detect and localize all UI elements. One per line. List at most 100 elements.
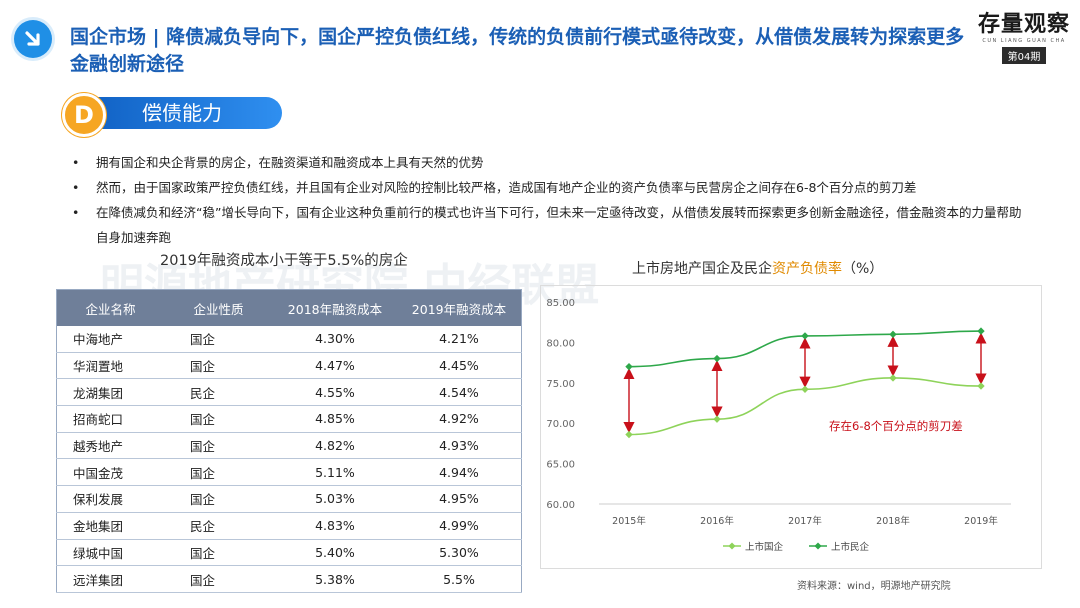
- data-point: [625, 362, 633, 371]
- table-cell: 4.92%: [396, 405, 522, 433]
- data-point: [713, 415, 721, 423]
- section-letter: D: [62, 93, 106, 137]
- table-row: 龙湖集团 民企 4.55% 4.54%: [56, 378, 522, 407]
- table-cell: 4.85%: [273, 405, 397, 433]
- table-cell: 4.21%: [396, 326, 522, 353]
- data-point: [713, 354, 721, 363]
- table-cell: 金地集团: [56, 512, 164, 540]
- gap-annotation: 存在6-8个百分点的剪刀差: [829, 419, 963, 433]
- data-point: [889, 374, 897, 382]
- y-tick-label: 60.00: [546, 500, 575, 511]
- table-cell: 5.11%: [273, 458, 397, 487]
- legend-label: 上市国企: [745, 541, 784, 553]
- table-cell: 越秀地产: [56, 432, 164, 460]
- table-cell: 5.5%: [396, 565, 522, 593]
- column-header: 企业名称: [56, 289, 164, 326]
- chart-frame: 60.00 65.00 70.00 75.00 80.00 85.00 2015年 2016年…: [540, 285, 1042, 569]
- brand-logo: 存量观察 CUN LIANG GUAN CHA 第04期: [974, 12, 1074, 64]
- table-cell: 国企: [164, 458, 273, 487]
- table-cell: 4.47%: [273, 352, 397, 380]
- column-header: 企业性质: [164, 289, 273, 326]
- data-point: [977, 382, 985, 390]
- chart-title-highlight: 资产负债率: [772, 261, 842, 277]
- y-tick-label: 65.00: [546, 460, 575, 471]
- table-cell: 4.94%: [396, 458, 522, 487]
- table-row: 远洋集团 国企 5.38% 5.5%: [56, 565, 522, 593]
- table-cell: 国企: [164, 485, 273, 513]
- y-tick-label: 80.00: [546, 338, 575, 349]
- y-tick-label: 70.00: [546, 419, 575, 430]
- issue-badge: 第04期: [1001, 47, 1047, 64]
- debt-ratio-chart: 60.00 65.00 70.00 75.00 80.00 85.00 2015年 2016年…: [546, 298, 1011, 553]
- table-cell: 5.30%: [396, 539, 522, 567]
- section-label: 偿债能力: [142, 101, 222, 125]
- table-cell: 国企: [164, 432, 273, 460]
- brand-name: 存量观察: [977, 12, 1070, 37]
- arrow-down-right-icon: [14, 20, 52, 58]
- table-cell: 4.30%: [273, 326, 397, 353]
- table-cell: 4.54%: [396, 378, 522, 407]
- legend-swatch-marker: [814, 542, 822, 550]
- table-row: 中海地产 国企 4.30% 4.21%: [56, 326, 522, 353]
- section-tag: D 偿债能力: [62, 93, 282, 137]
- source-note: 资料来源：wind，明源地产研究院: [797, 581, 951, 592]
- table-title: 2019年融资成本小于等于5.5%的房企: [160, 253, 408, 269]
- table-row: 绿城中国 国企 5.40% 5.30%: [56, 539, 522, 567]
- column-header: 2018年融资成本: [273, 289, 397, 326]
- table-cell: 国企: [164, 565, 273, 593]
- table-cell: 中海地产: [56, 326, 164, 353]
- table-cell: 华润置地: [56, 352, 164, 380]
- x-tick-label: 2016年: [700, 515, 734, 527]
- table-cell: 4.45%: [396, 352, 522, 380]
- table-cell: 国企: [164, 326, 273, 353]
- bullet-item: 拥有国企和央企背景的房企，在融资渠道和融资成本上具有天然的优势: [70, 150, 1030, 175]
- table-cell: 招商蛇口: [56, 405, 164, 433]
- table-cell: 国企: [164, 405, 273, 433]
- table-cell: 5.38%: [273, 565, 397, 593]
- financing-cost-table: 企业名称 企业性质 2018年融资成本 2019年融资成本 中海地产 国企 4.30…: [56, 289, 522, 593]
- data-point: [977, 327, 985, 335]
- table-cell: 4.82%: [273, 432, 397, 460]
- bullet-list: 拥有国企和央企背景的房企，在融资渠道和融资成本上具有天然的优势 然而，由于国家政…: [70, 150, 1030, 250]
- section-bar: [80, 97, 282, 129]
- table-row: 越秀地产 国企 4.82% 4.93%: [56, 432, 522, 460]
- brand-subtitle: CUN LIANG GUAN CHA: [982, 38, 1066, 44]
- table-cell: 远洋集团: [56, 565, 164, 593]
- column-header: 2019年融资成本: [396, 289, 522, 326]
- x-tick-label: 2018年: [876, 515, 910, 527]
- table-cell: 中国金茂: [56, 458, 164, 487]
- table-cell: 4.83%: [273, 512, 397, 540]
- data-point: [889, 330, 897, 338]
- table-cell: 5.40%: [273, 539, 397, 567]
- table-cell: 4.93%: [396, 432, 522, 460]
- table-cell: 国企: [164, 352, 273, 380]
- bullet-item: 在降债减负和经济“稳”增长导向下，国有企业这种负重前行的模式也许当下可行，但未来…: [70, 200, 1030, 250]
- chart-title-prefix: 上市房地产国企及民企: [632, 261, 772, 277]
- table-row: 保利发展 国企 5.03% 4.95%: [56, 485, 522, 513]
- page-title: 国企市场 | 降债减负导向下，国企严控负债红线，传统的负债前行模式亟待改变，从借…: [70, 26, 965, 75]
- legend-swatch-marker: [728, 542, 736, 550]
- chart-title: 上市房地产国企及民企资产负债率（%）: [632, 258, 883, 278]
- table-row: 中国金茂 国企 5.11% 4.94%: [56, 458, 522, 487]
- x-tick-label: 2019年: [964, 515, 998, 527]
- table-cell: 国企: [164, 539, 273, 567]
- bullet-item: 然而，由于国家政策严控负债红线，并且国有企业对风险的控制比较严格，造成国有地产企…: [70, 175, 1030, 200]
- table-cell: 民企: [164, 512, 273, 540]
- data-point: [801, 332, 809, 340]
- x-tick-label: 2015年: [612, 515, 646, 527]
- table-row: 金地集团 民企 4.83% 4.99%: [56, 512, 522, 540]
- table-cell: 4.95%: [396, 485, 522, 513]
- table-row: 华润置地 国企 4.47% 4.45%: [56, 352, 522, 380]
- x-tick-label: 2017年: [788, 515, 822, 527]
- table-cell: 龙湖集团: [56, 378, 164, 407]
- table-cell: 绿城中国: [56, 539, 164, 567]
- data-point: [801, 385, 809, 393]
- table-row: 招商蛇口 国企 4.85% 4.92%: [56, 405, 522, 433]
- table-cell: 4.55%: [273, 378, 397, 407]
- table-cell: 5.03%: [273, 485, 397, 513]
- y-tick-label: 75.00: [546, 379, 575, 390]
- data-point: [625, 430, 633, 439]
- chart-title-suffix: （%）: [842, 261, 884, 277]
- table-cell: 民企: [164, 378, 273, 407]
- table-header-row: 企业名称 企业性质 2018年融资成本 2019年融资成本: [56, 289, 522, 326]
